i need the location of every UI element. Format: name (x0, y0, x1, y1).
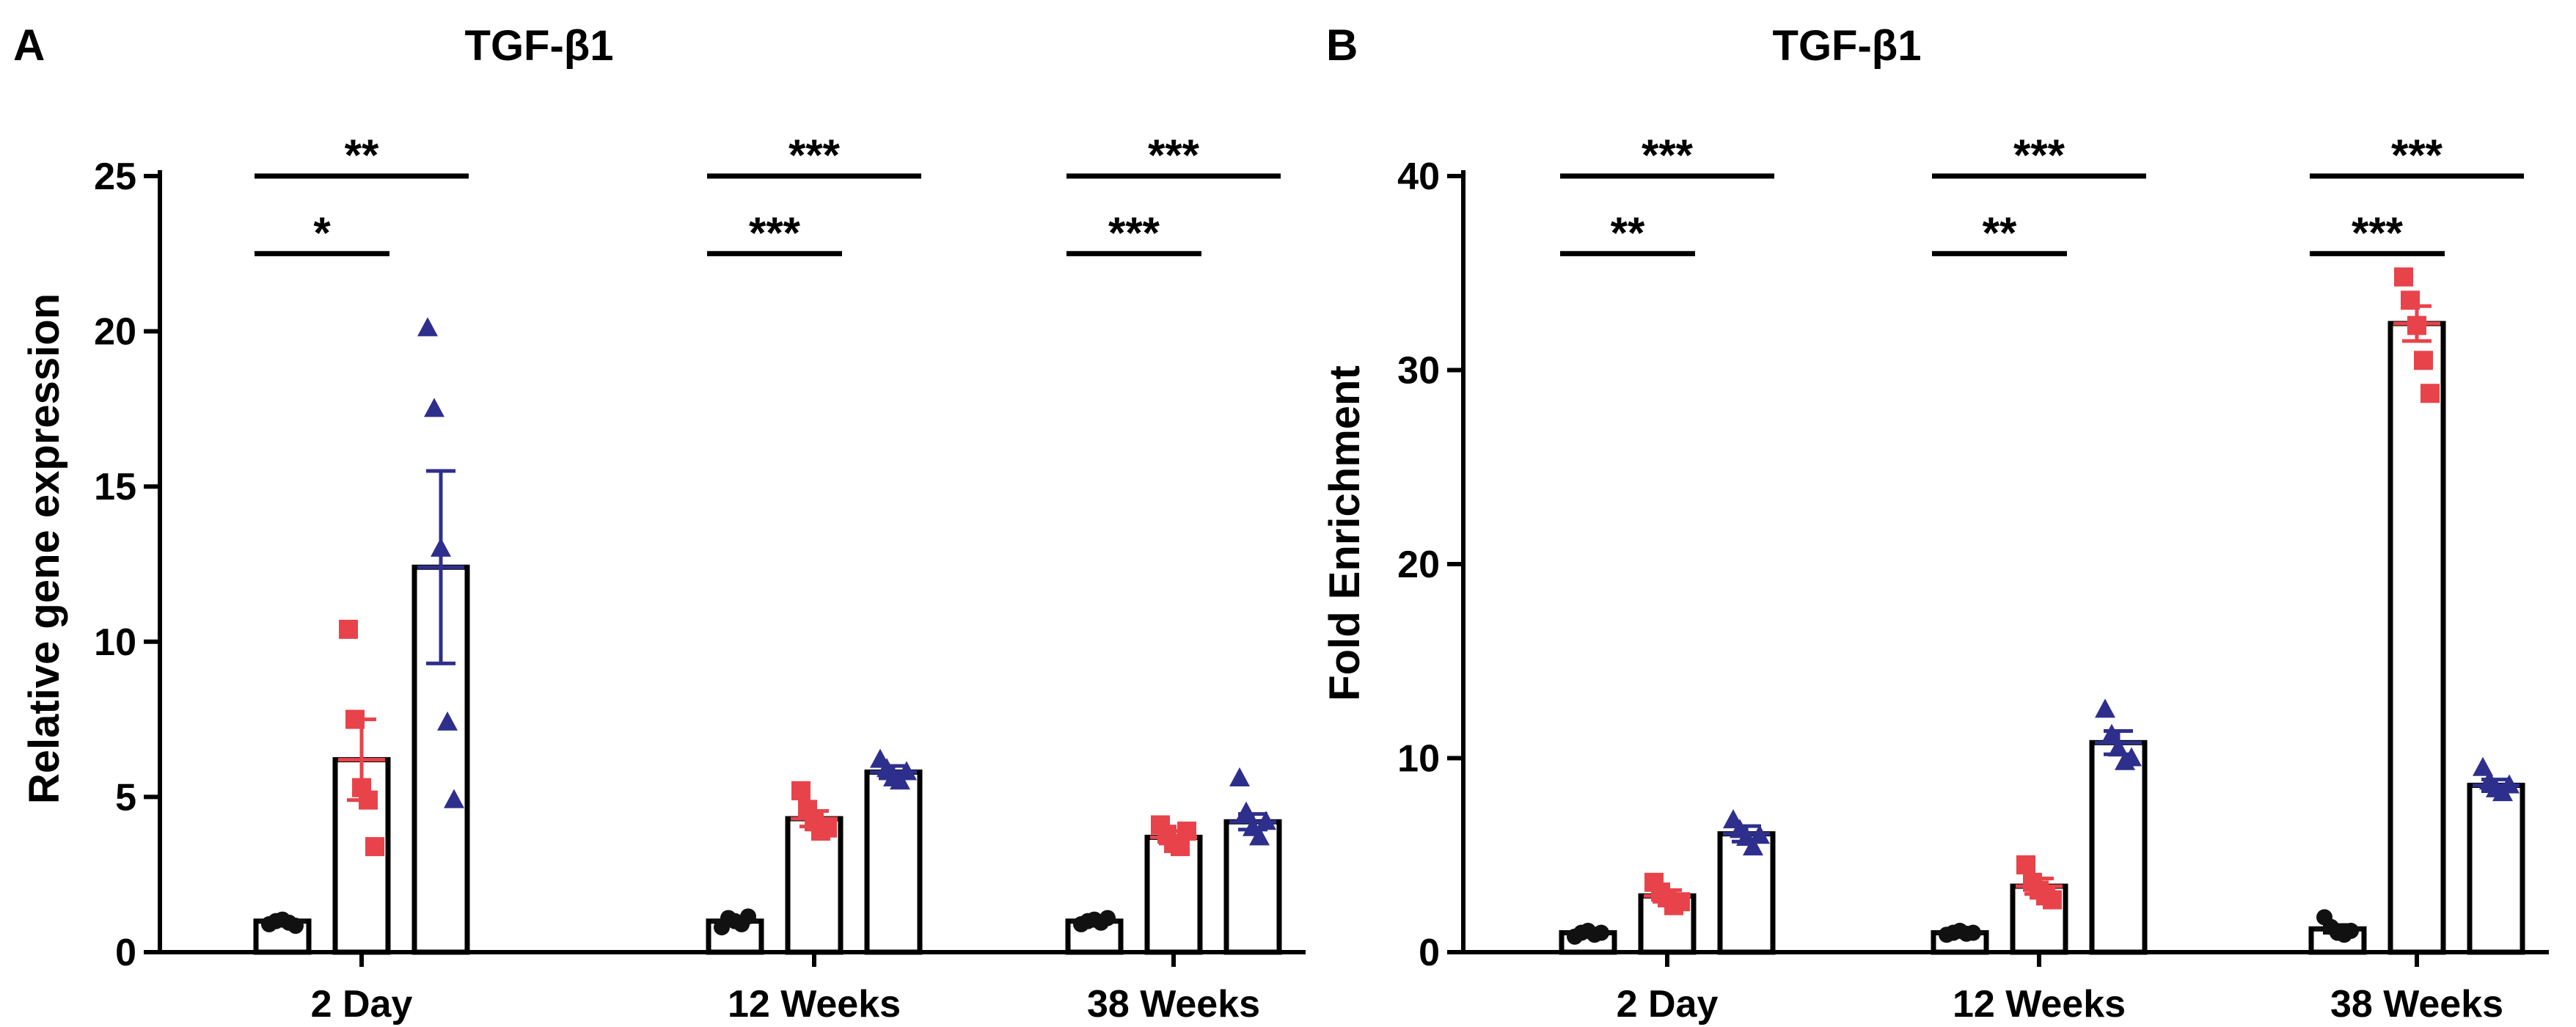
panel-a-letter: A (13, 21, 45, 70)
bar (864, 770, 923, 955)
significance-label: *** (1108, 208, 1160, 257)
data-point (2095, 698, 2115, 718)
y-tick-label: 30 (1397, 350, 1440, 392)
y-tick-label: 15 (94, 466, 136, 508)
data-point (444, 789, 464, 808)
y-tick-label: 20 (1397, 544, 1440, 586)
panel-a-title: TGF-β1 (465, 22, 614, 70)
data-point (339, 619, 358, 639)
y-tick-label: 20 (94, 311, 136, 354)
x-category-label: 38 Weeks (2330, 983, 2503, 1026)
data-point (2016, 855, 2035, 874)
data-point (365, 837, 384, 857)
x-category-label: 12 Weeks (1953, 983, 2126, 1026)
x-category-label: 2 Day (1617, 983, 1719, 1026)
y-tick-label: 25 (94, 156, 136, 198)
significance-label: *** (2391, 131, 2443, 180)
data-point (1249, 826, 1270, 846)
panel-b-y-axis-label: Fold Enrichment (1321, 365, 1369, 701)
bar (2467, 783, 2525, 955)
data-point (2473, 756, 2493, 776)
data-point (2121, 747, 2142, 767)
significance-label: *** (788, 131, 841, 180)
significance-label: * (313, 208, 331, 257)
significance-label: *** (1642, 131, 1694, 180)
significance-label: ** (1983, 208, 2017, 257)
x-category-label: 12 Weeks (728, 983, 901, 1026)
y-tick-label: 0 (115, 932, 136, 974)
bar (2089, 739, 2148, 955)
significance-label: *** (1148, 131, 1200, 180)
significance-label: *** (749, 208, 801, 257)
y-tick-label: 0 (1419, 932, 1440, 974)
y-tick-label: 5 (115, 776, 136, 819)
panel-b-title: TGF-β1 (1773, 22, 1922, 70)
bar (1144, 834, 1203, 955)
significance-label: ** (1611, 208, 1645, 257)
significance-label: *** (2013, 131, 2065, 180)
panel-b-letter: B (1326, 21, 1358, 70)
x-category-label: 38 Weeks (1087, 983, 1260, 1026)
y-tick-label: 10 (1397, 738, 1440, 781)
significance-label: *** (2352, 208, 2404, 257)
data-point (2421, 384, 2440, 403)
data-point (424, 398, 444, 417)
data-point (2394, 267, 2413, 287)
data-point (417, 317, 438, 337)
bar (785, 816, 844, 955)
data-point (1229, 767, 1250, 787)
bar (2387, 321, 2446, 955)
y-tick-label: 40 (1397, 156, 1440, 198)
y-tick-label: 10 (94, 621, 136, 664)
x-category-label: 2 Day (311, 983, 413, 1026)
panel-a-y-axis-label: Relative gene expression (21, 293, 68, 804)
significance-label: ** (345, 131, 379, 180)
data-point (437, 711, 458, 731)
data-point (1743, 836, 1763, 856)
data-point (791, 781, 811, 800)
data-point (2414, 351, 2433, 370)
